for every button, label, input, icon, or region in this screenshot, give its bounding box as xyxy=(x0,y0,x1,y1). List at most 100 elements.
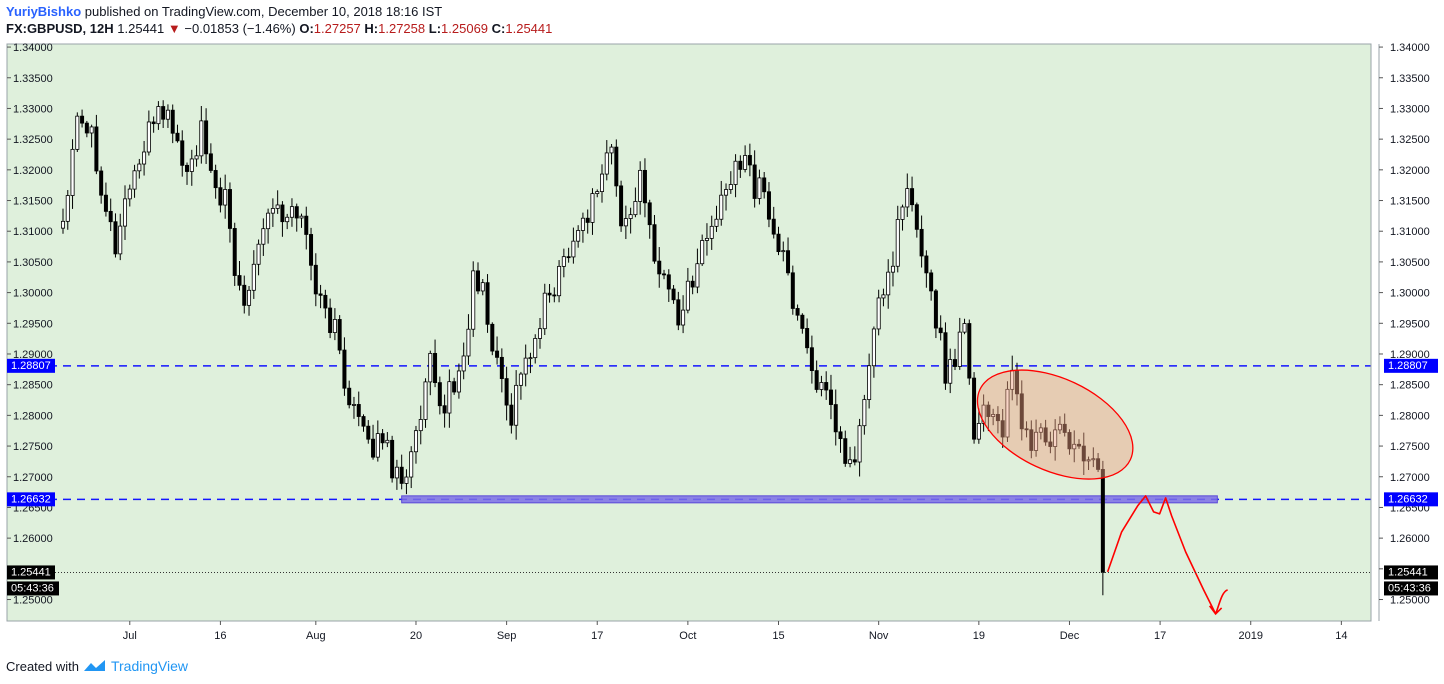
low-value: 1.25069 xyxy=(441,21,489,36)
candle-body xyxy=(805,328,810,349)
candle-body xyxy=(280,204,285,223)
candle-body xyxy=(242,284,247,306)
x-tick-label: 2019 xyxy=(1238,630,1262,642)
candle-body xyxy=(394,466,399,479)
candle-body xyxy=(833,404,838,433)
candle-body xyxy=(814,370,819,390)
candle-body xyxy=(151,121,156,125)
tradingview-brand[interactable]: TradingView xyxy=(110,658,189,674)
y-tick-label-right: 1.33000 xyxy=(1390,103,1430,115)
candle-body xyxy=(991,413,996,417)
candle-body xyxy=(542,292,547,330)
candle-body xyxy=(662,273,667,276)
change-value: −0.01853 (−1.46%) xyxy=(184,21,296,36)
y-tick-label-left: 1.25000 xyxy=(13,595,53,607)
candle-body xyxy=(867,365,872,400)
candle-body xyxy=(251,263,256,291)
candle-body xyxy=(619,185,624,227)
candle-body xyxy=(413,430,418,453)
candle-body xyxy=(676,299,681,326)
plot-area[interactable] xyxy=(7,44,1371,621)
candle-body xyxy=(919,228,924,257)
candle-body xyxy=(347,387,352,406)
candle-body xyxy=(1019,393,1024,430)
candle-body xyxy=(227,189,232,229)
candle-body xyxy=(423,381,428,420)
y-tick-label-right: 1.25000 xyxy=(1390,595,1430,607)
x-tick-label: Dec xyxy=(1060,630,1080,642)
candle-body xyxy=(623,218,628,227)
candle-body xyxy=(628,214,633,219)
projected-path-drawing xyxy=(1106,495,1217,615)
candle-body xyxy=(1067,432,1072,450)
candle-body xyxy=(800,314,805,329)
candle-body xyxy=(776,233,781,253)
candle-body xyxy=(1048,441,1053,447)
candle-body xyxy=(862,399,867,427)
countdown-label-right: 05:43:36 xyxy=(1388,582,1431,594)
candle-body xyxy=(900,206,905,220)
y-tick-label-left: 1.29000 xyxy=(13,349,53,361)
candle-body xyxy=(733,160,738,185)
candle-body xyxy=(318,293,323,296)
candle-body xyxy=(972,377,977,440)
candle-body xyxy=(1057,423,1062,431)
countdown-label-right-bg xyxy=(1384,581,1438,596)
candle-body xyxy=(695,263,700,288)
candle-body xyxy=(1096,458,1101,470)
candle-body xyxy=(475,270,480,292)
candle-body xyxy=(103,194,108,212)
candle-body xyxy=(910,188,915,206)
candle-body xyxy=(161,106,166,120)
candle-body xyxy=(728,184,733,190)
candle-body xyxy=(213,170,218,189)
candle-body xyxy=(1062,423,1067,433)
candle-body xyxy=(218,187,223,206)
author-name[interactable]: YuriyBishko xyxy=(6,4,82,19)
open-value: 1.27257 xyxy=(313,21,361,36)
candle-body xyxy=(270,208,275,214)
y-tick-label-right: 1.31500 xyxy=(1390,196,1430,208)
y-tick-label-right: 1.29500 xyxy=(1390,318,1430,330)
candle-body xyxy=(418,419,423,432)
candle-body xyxy=(890,265,895,273)
candle-body xyxy=(89,126,94,134)
candle-body xyxy=(690,280,695,288)
level-label-left: 1.28807 xyxy=(11,360,51,372)
candle-body xyxy=(704,237,709,241)
candle-body xyxy=(132,170,137,190)
x-tick-label: Sep xyxy=(497,630,517,642)
candle-body xyxy=(223,189,228,206)
candle-body xyxy=(938,327,943,334)
candle-body xyxy=(614,146,619,187)
candle-body xyxy=(743,155,748,170)
y-tick-label-left: 1.34000 xyxy=(13,42,53,54)
candle-body xyxy=(299,215,304,219)
candle-body xyxy=(127,188,132,200)
candle-body xyxy=(652,224,657,262)
highlight-ellipse xyxy=(976,369,1134,480)
candle-body xyxy=(1072,443,1077,450)
y-tick-label-left: 1.30500 xyxy=(13,257,53,269)
created-with-text: Created with xyxy=(6,658,79,674)
candle-body xyxy=(762,177,767,193)
candle-body xyxy=(156,106,161,125)
y-tick-label-right: 1.32500 xyxy=(1390,134,1430,146)
candle-body xyxy=(766,191,771,220)
y-tick-label-right: 1.27500 xyxy=(1390,441,1430,453)
candle-body xyxy=(399,466,404,484)
candle-body xyxy=(843,438,848,464)
y-tick-label-left: 1.27500 xyxy=(13,441,53,453)
candle-body xyxy=(194,155,199,160)
candle-body xyxy=(237,275,242,286)
candle-body xyxy=(528,357,533,360)
x-tick-label: 16 xyxy=(214,630,226,642)
candle-body xyxy=(952,359,957,367)
candle-body xyxy=(571,240,576,258)
candle-body xyxy=(576,230,581,242)
published-text: published on TradingView.com, December 1… xyxy=(84,4,443,19)
candle-body xyxy=(824,382,829,391)
candle-body xyxy=(323,294,328,309)
close-value: 1.25441 xyxy=(505,21,553,36)
